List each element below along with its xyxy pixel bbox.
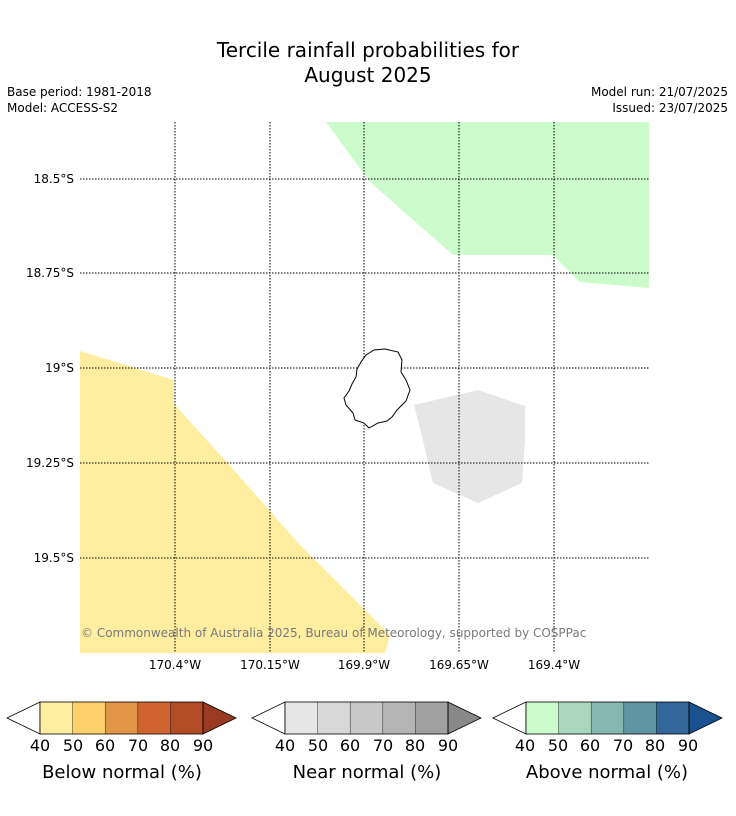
near-normal-region: [414, 390, 525, 503]
lat-label-18-75: 18.75°S: [26, 266, 74, 280]
legend-near-high-extend: [447, 701, 482, 735]
legend-below-tick: 80: [159, 736, 181, 755]
legend-near-swatch: [415, 702, 449, 734]
legend-above-tick: 60: [579, 736, 601, 755]
lat-label-19: 19°S: [45, 361, 74, 375]
legend-near-swatch: [285, 702, 319, 734]
legend-near-outline: [284, 701, 449, 735]
legend-above-high-extend: [688, 701, 723, 735]
legend-above-tick: 50: [547, 736, 569, 755]
legend-above-low-extend: [492, 701, 527, 735]
legend-above-tick: 90: [677, 736, 699, 755]
legend-below-outline: [39, 701, 204, 735]
base-period-text: Base period: 1981-2018: [7, 85, 152, 99]
legend-below-tick: 50: [62, 736, 84, 755]
lon-label-170-15: 170.15°W: [240, 658, 300, 672]
legend-near-tick: 50: [307, 736, 329, 755]
legend-near-swatch: [317, 702, 351, 734]
lon-label-169-4: 169.4°W: [527, 658, 581, 672]
legend-below-tick: 90: [192, 736, 214, 755]
chart-title: Tercile rainfall probabilities for Augus…: [0, 38, 736, 88]
legend-below-tick: 60: [94, 736, 116, 755]
model-run-text: Model run: 21/07/2025: [590, 85, 728, 99]
title-line-2: August 2025: [304, 63, 432, 87]
lon-label-170-4: 170.4°W: [148, 658, 202, 672]
model-text: Model: ACCESS-S2: [7, 101, 119, 115]
legend-below-low-extend: [6, 701, 41, 735]
title-line-1: Tercile rainfall probabilities for: [216, 38, 520, 62]
legend-above-swatch: [656, 702, 690, 734]
legend-above-label: Above normal (%): [525, 762, 689, 783]
legend-near-tick: 70: [372, 736, 394, 755]
legend-below-swatch: [105, 702, 139, 734]
legend-below-swatch: [170, 702, 204, 734]
legend-above-tick: 80: [644, 736, 666, 755]
legend-near-tick: 60: [339, 736, 361, 755]
lat-label-18-5: 18.5°S: [33, 172, 74, 186]
legend-near-tick: 90: [437, 736, 459, 755]
lon-label-169-9: 169.9°W: [337, 658, 391, 672]
legend-below-tick: 70: [127, 736, 149, 755]
lat-label-19-25: 19.25°S: [26, 456, 74, 470]
legend-above-tick: 70: [612, 736, 634, 755]
legend-above-swatch: [623, 702, 657, 734]
legend-near-swatch: [382, 702, 416, 734]
legend-below-tick: 40: [29, 736, 51, 755]
legend-near-low-extend: [251, 701, 286, 735]
legend-below-high-extend: [202, 701, 237, 735]
meta-right: Model run: 21/07/2025 Issued: 23/07/2025: [591, 84, 728, 116]
legend-near-tick: 40: [274, 736, 296, 755]
niue-island-outline: [343, 348, 411, 429]
legend-near-swatch: [350, 702, 384, 734]
lat-label-19-5: 19.5°S: [33, 551, 74, 565]
legend-above-swatch: [526, 702, 560, 734]
legend-above-swatch: [558, 702, 592, 734]
lon-label-169-65: 169.65°W: [429, 658, 489, 672]
legend-below-label: Below normal (%): [42, 762, 202, 783]
legend-below-swatch: [137, 702, 171, 734]
legend-near-label: Near normal (%): [292, 762, 442, 783]
legend-below-swatch: [72, 702, 106, 734]
legend-above-tick: 40: [514, 736, 536, 755]
meta-left: Base period: 1981-2018 Model: ACCESS-S2: [7, 84, 152, 116]
issued-text: Issued: 23/07/2025: [612, 101, 728, 115]
legend-near-tick: 80: [404, 736, 426, 755]
colorbars: [6, 701, 723, 735]
legend-above-outline: [525, 701, 690, 735]
legend-above-swatch: [591, 702, 625, 734]
above-normal-region: [326, 122, 649, 288]
below-normal-region: [80, 351, 390, 653]
legend-below-swatch: [40, 702, 74, 734]
copyright-text: © Commonwealth of Australia 2025, Bureau…: [81, 626, 587, 640]
